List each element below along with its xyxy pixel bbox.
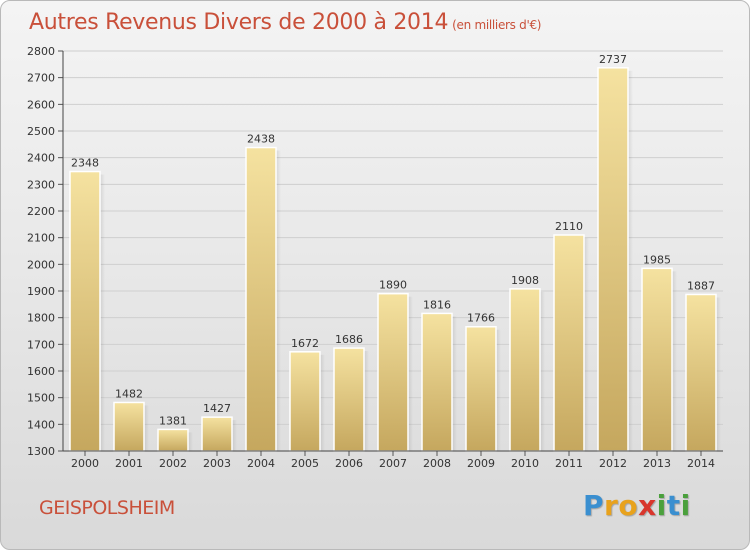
data-label: 2110 <box>555 220 583 233</box>
data-label: 2438 <box>247 133 275 146</box>
axis-layer: 1300 1400 1500 1600 1700 1800 1900 2000 2100 2200… <box>27 45 723 470</box>
bar <box>465 325 497 452</box>
bar-shadow <box>408 296 413 451</box>
logo-letter: x <box>638 489 657 522</box>
bar <box>113 401 145 452</box>
bar-shadow <box>496 329 501 451</box>
bar-shadow <box>364 351 369 451</box>
bar <box>245 146 277 452</box>
data-label: 1908 <box>511 274 539 287</box>
bar-shadow <box>672 271 677 451</box>
x-tick-label: 2013 <box>643 457 671 470</box>
data-label: 1381 <box>159 414 187 427</box>
bar-shadow <box>716 297 721 451</box>
data-label: 1686 <box>335 333 363 346</box>
bar <box>377 292 409 452</box>
y-tick-label: 2000 <box>27 258 55 271</box>
bar <box>333 347 365 452</box>
chart-subtitle: (en milliers d'€) <box>452 18 542 32</box>
data-label: 1816 <box>423 298 451 311</box>
data-label: 1766 <box>467 312 495 325</box>
bar <box>685 293 717 452</box>
logo-letter: r <box>604 489 619 522</box>
bar <box>641 267 673 452</box>
y-tick-label: 1500 <box>27 392 55 405</box>
x-tick-label: 2011 <box>555 457 583 470</box>
data-label: 1427 <box>203 402 231 415</box>
logo-letter: t <box>666 489 681 522</box>
x-tick-label: 2014 <box>687 457 715 470</box>
x-tick-label: 2004 <box>247 457 275 470</box>
x-tick-label: 2008 <box>423 457 451 470</box>
data-label: 2737 <box>599 53 627 66</box>
data-label: 1672 <box>291 337 319 350</box>
y-tick-label: 1300 <box>27 445 55 458</box>
commune-name: GEISPOLSHEIM <box>39 497 175 519</box>
bar-shadow <box>100 174 105 452</box>
x-tick-label: 2001 <box>115 457 143 470</box>
x-tick-label: 2009 <box>467 457 495 470</box>
x-tick-label: 2005 <box>291 457 319 470</box>
logo-letter: o <box>618 489 639 522</box>
chart-title: Autres Revenus Divers de 2000 à 2014 (en … <box>29 10 541 35</box>
x-tick-label: 2003 <box>203 457 231 470</box>
y-tick-label: 1600 <box>27 365 55 378</box>
bar-shadow <box>232 420 237 451</box>
y-tick-label: 2400 <box>27 152 55 165</box>
data-label: 1890 <box>379 279 407 292</box>
bar <box>201 416 233 452</box>
bar-shadow <box>452 316 457 451</box>
data-label: 2348 <box>71 157 99 170</box>
x-tick-label: 2002 <box>159 457 187 470</box>
y-tick-label: 2100 <box>27 232 55 245</box>
bar <box>157 428 189 452</box>
bar-layer: 2348 1482 1381 1427 2438 1672 1686 1890 1816 1766… <box>69 53 721 452</box>
bar-shadow <box>628 70 633 452</box>
x-tick-label: 2010 <box>511 457 539 470</box>
y-tick-label: 1700 <box>27 338 55 351</box>
bar-shadow <box>276 150 281 452</box>
y-tick-label: 2200 <box>27 205 55 218</box>
y-tick-label: 2800 <box>27 45 55 58</box>
proxiti-logo[interactable]: Proxiti <box>583 489 691 522</box>
data-label: 1482 <box>115 387 143 400</box>
bar <box>553 234 585 452</box>
logo-letter: P <box>583 489 605 522</box>
bar-shadow <box>320 354 325 451</box>
logo-letter: i <box>680 489 691 522</box>
data-label: 1887 <box>687 279 715 292</box>
x-tick-label: 2006 <box>335 457 363 470</box>
x-tick-label: 2000 <box>71 457 99 470</box>
bar <box>597 67 629 452</box>
data-label: 1985 <box>643 253 671 266</box>
y-tick-label: 1800 <box>27 312 55 325</box>
y-tick-label: 1400 <box>27 418 55 431</box>
bar-shadow <box>584 238 589 451</box>
x-tick-label: 2012 <box>599 457 627 470</box>
bar-shadow <box>540 291 545 451</box>
bar <box>69 170 101 452</box>
bar <box>289 351 321 452</box>
bar-shadow <box>144 405 149 451</box>
y-tick-label: 2700 <box>27 72 55 85</box>
y-tick-label: 2600 <box>27 98 55 111</box>
y-tick-label: 2500 <box>27 125 55 138</box>
y-tick-label: 1900 <box>27 285 55 298</box>
logo-letter: i <box>656 489 667 522</box>
bar <box>509 288 541 452</box>
title-text: Autres Revenus Divers de 2000 à 2014 <box>29 10 449 35</box>
x-tick-label: 2007 <box>379 457 407 470</box>
y-tick-label: 2300 <box>27 178 55 191</box>
bar <box>421 312 453 452</box>
bar-shadow <box>188 432 193 451</box>
